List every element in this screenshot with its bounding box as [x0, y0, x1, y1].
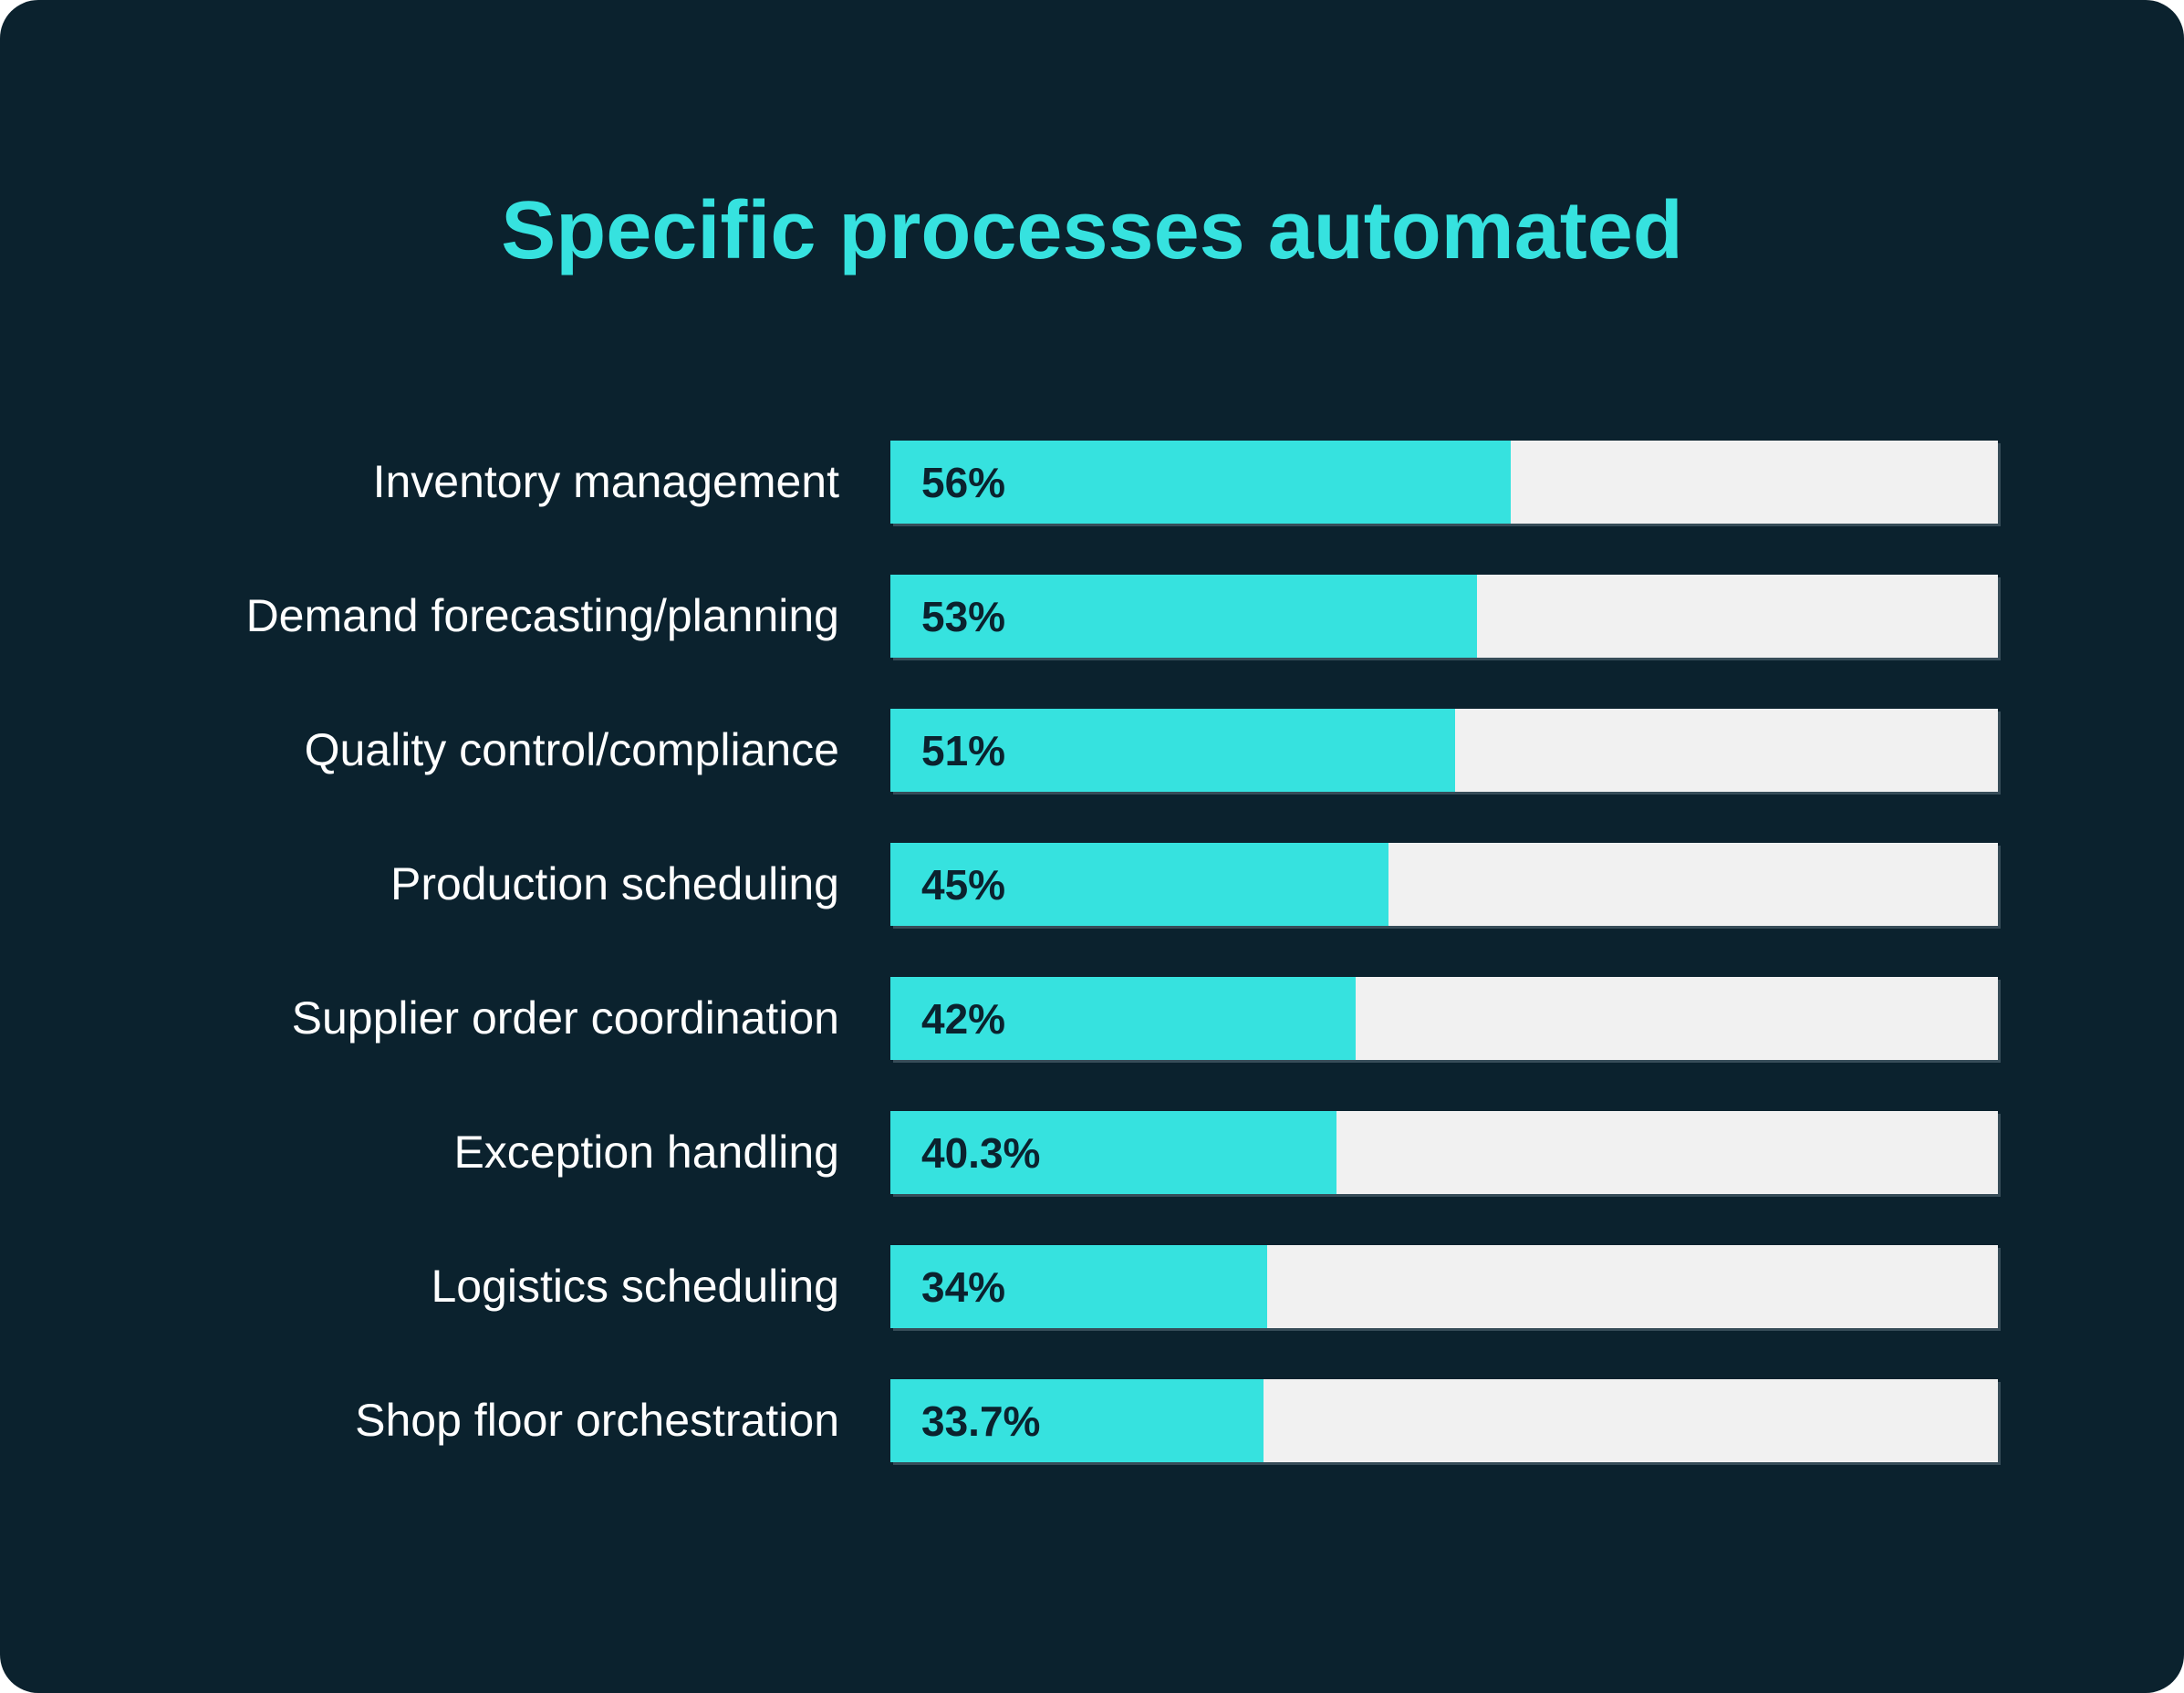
bar-row: Quality control/compliance 51%: [0, 709, 1998, 792]
bar-track: 51%: [890, 709, 1998, 792]
bar-fill: 56%: [890, 441, 1511, 524]
category-label: Quality control/compliance: [304, 724, 839, 775]
bar-fill: 45%: [890, 843, 1389, 926]
bar-track: 34%: [890, 1245, 1998, 1328]
value-label: 34%: [921, 1262, 1006, 1311]
bar-row: Logistics scheduling 34%: [0, 1245, 1998, 1328]
bar-row: Shop floor orchestration 33.7%: [0, 1379, 1998, 1462]
bar-fill: 51%: [890, 709, 1456, 792]
bar-fill: 33.7%: [890, 1379, 1264, 1462]
category-label: Production scheduling: [390, 858, 839, 909]
bar-track: 45%: [890, 843, 1998, 926]
value-label: 33.7%: [921, 1397, 1041, 1445]
value-label: 45%: [921, 860, 1006, 909]
category-label: Inventory management: [372, 456, 839, 507]
bar-row: Demand forecasting/planning 53%: [0, 575, 1998, 658]
bar-fill: 42%: [890, 977, 1356, 1060]
value-label: 40.3%: [921, 1128, 1041, 1177]
bar-fill: 53%: [890, 575, 1478, 658]
bar-track: 56%: [890, 441, 1998, 524]
category-label: Shop floor orchestration: [355, 1395, 839, 1446]
bar-track: 40.3%: [890, 1111, 1998, 1194]
bar-track: 53%: [890, 575, 1998, 658]
bar-track: 42%: [890, 977, 1998, 1060]
category-label: Logistics scheduling: [431, 1261, 840, 1312]
value-label: 42%: [921, 994, 1006, 1043]
category-label: Demand forecasting/planning: [245, 590, 839, 641]
bar-fill: 34%: [890, 1245, 1267, 1328]
bar-row: Production scheduling 45%: [0, 843, 1998, 926]
category-label: Supplier order coordination: [291, 992, 839, 1044]
bar-row: Inventory management 56%: [0, 441, 1998, 524]
category-label: Exception handling: [453, 1127, 839, 1178]
value-label: 56%: [921, 458, 1006, 506]
bar-row: Supplier order coordination 42%: [0, 977, 1998, 1060]
value-label: 51%: [921, 726, 1006, 774]
chart-title: Specific processes automated: [501, 185, 1683, 277]
bar-row: Exception handling 40.3%: [0, 1111, 1998, 1194]
bar-fill: 40.3%: [890, 1111, 1337, 1194]
bar-track: 33.7%: [890, 1379, 1998, 1462]
value-label: 53%: [921, 592, 1006, 640]
bar-chart: Inventory management 56% Demand forecast…: [0, 441, 1998, 1513]
